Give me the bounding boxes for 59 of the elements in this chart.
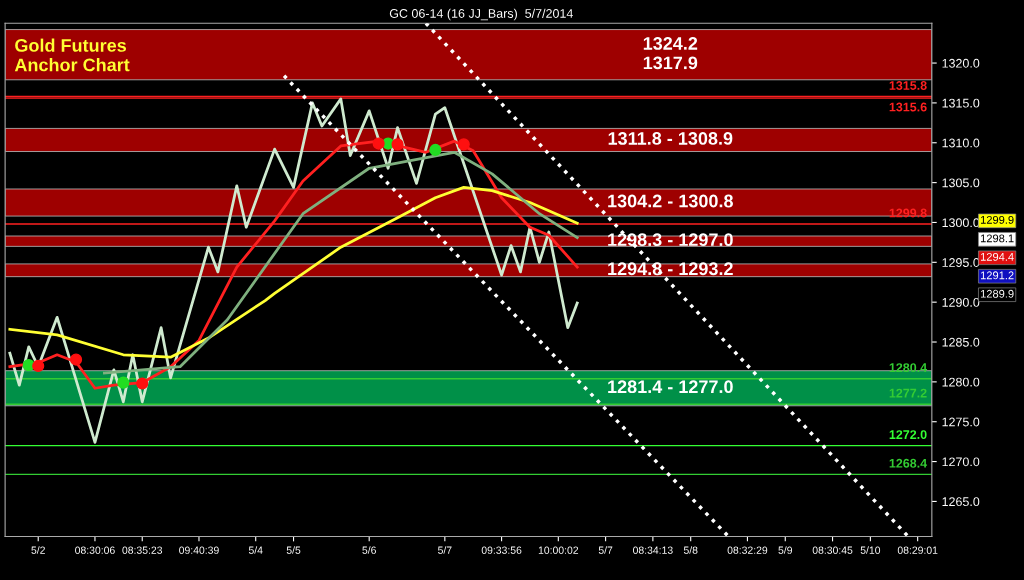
band-label: 1311.8 - 1308.9: [608, 132, 733, 145]
band-label: 1298.3 - 1297.0: [608, 233, 733, 247]
y-tick-label: 1310.0: [942, 138, 980, 148]
x-tick-label: 08:30:45: [812, 546, 853, 554]
band-label: 1281.4 - 1277.0: [608, 380, 733, 394]
x-tick-label: 5/8: [683, 546, 698, 554]
ref-line-label: 1272.0: [889, 430, 927, 439]
text: 1299.9: [980, 215, 1014, 224]
line-series: [103, 150, 579, 375]
x-tick-label: 08:32:29: [727, 546, 768, 554]
y-tick-label: 1285.0: [942, 337, 980, 347]
y-tick-label: 1300.0: [942, 218, 980, 228]
y-tick-label: 1295.0: [942, 258, 980, 267]
x-tick-label: 10:00:02: [538, 546, 579, 554]
y-tick-label: 1320.0: [942, 58, 980, 68]
x-tick-label: 5/9: [778, 546, 793, 554]
y-tick-label: 1265.0: [942, 497, 980, 507]
line-series: [8, 97, 579, 444]
x-tick-label: 5/7: [438, 546, 452, 554]
ref-line-label: 1315.8: [889, 81, 927, 90]
y-tick-label: 1275.0: [942, 417, 980, 427]
point: [32, 359, 45, 373]
x-tick-label: 08:34:13: [633, 546, 673, 554]
point: [117, 376, 130, 389]
x-tick-label: 5/6: [362, 546, 376, 554]
x-tick-label: 08:29:01: [897, 546, 938, 554]
y-tick-label: 1315.0: [942, 98, 980, 108]
ref-line-label: 1268.4: [889, 458, 928, 468]
ref-line-label: 1315.6: [889, 102, 927, 112]
text: 1298.1: [980, 234, 1014, 243]
line-series: [8, 186, 579, 359]
ref-line-label: 1277.2: [889, 388, 927, 398]
text: 1291.2: [980, 271, 1014, 280]
point: [69, 353, 83, 366]
x-tick-label: 09:40:39: [179, 546, 219, 554]
text: Gold Futures Anchor Chart: [14, 38, 130, 72]
x-tick-label: 5/10: [860, 546, 881, 554]
point: [391, 138, 404, 151]
point: [372, 137, 385, 150]
point: [136, 377, 149, 390]
y-tick-label: 1270.0: [942, 457, 980, 467]
x-tick-label: 5/5: [286, 546, 301, 554]
x-tick-label: 08:35:23: [122, 546, 163, 554]
x-tick-label: 5/4: [248, 546, 263, 554]
point: [429, 143, 442, 157]
chart-title: GC 06-14 (16 JJ_Bars) 5/7/2014: [389, 8, 573, 21]
x-tick-label: 08:30:06: [75, 546, 115, 554]
text: 1289.9: [980, 289, 1014, 298]
x-tick-label: 5/7: [598, 546, 613, 554]
x-tick-label: 09:33:56: [481, 546, 522, 554]
y-tick-label: 1280.0: [942, 377, 980, 387]
y-tick-label: 1290.0: [942, 297, 980, 307]
band-label: 1294.8 - 1293.2: [608, 262, 733, 276]
band-label: 1324.2 1317.9: [643, 37, 698, 70]
x-tick-label: 5/2: [31, 546, 45, 554]
band-label: 1304.2 - 1300.8: [608, 194, 733, 208]
text: 1294.4: [980, 252, 1014, 261]
y-tick-label: 1305.0: [942, 178, 980, 188]
point: [457, 138, 470, 151]
